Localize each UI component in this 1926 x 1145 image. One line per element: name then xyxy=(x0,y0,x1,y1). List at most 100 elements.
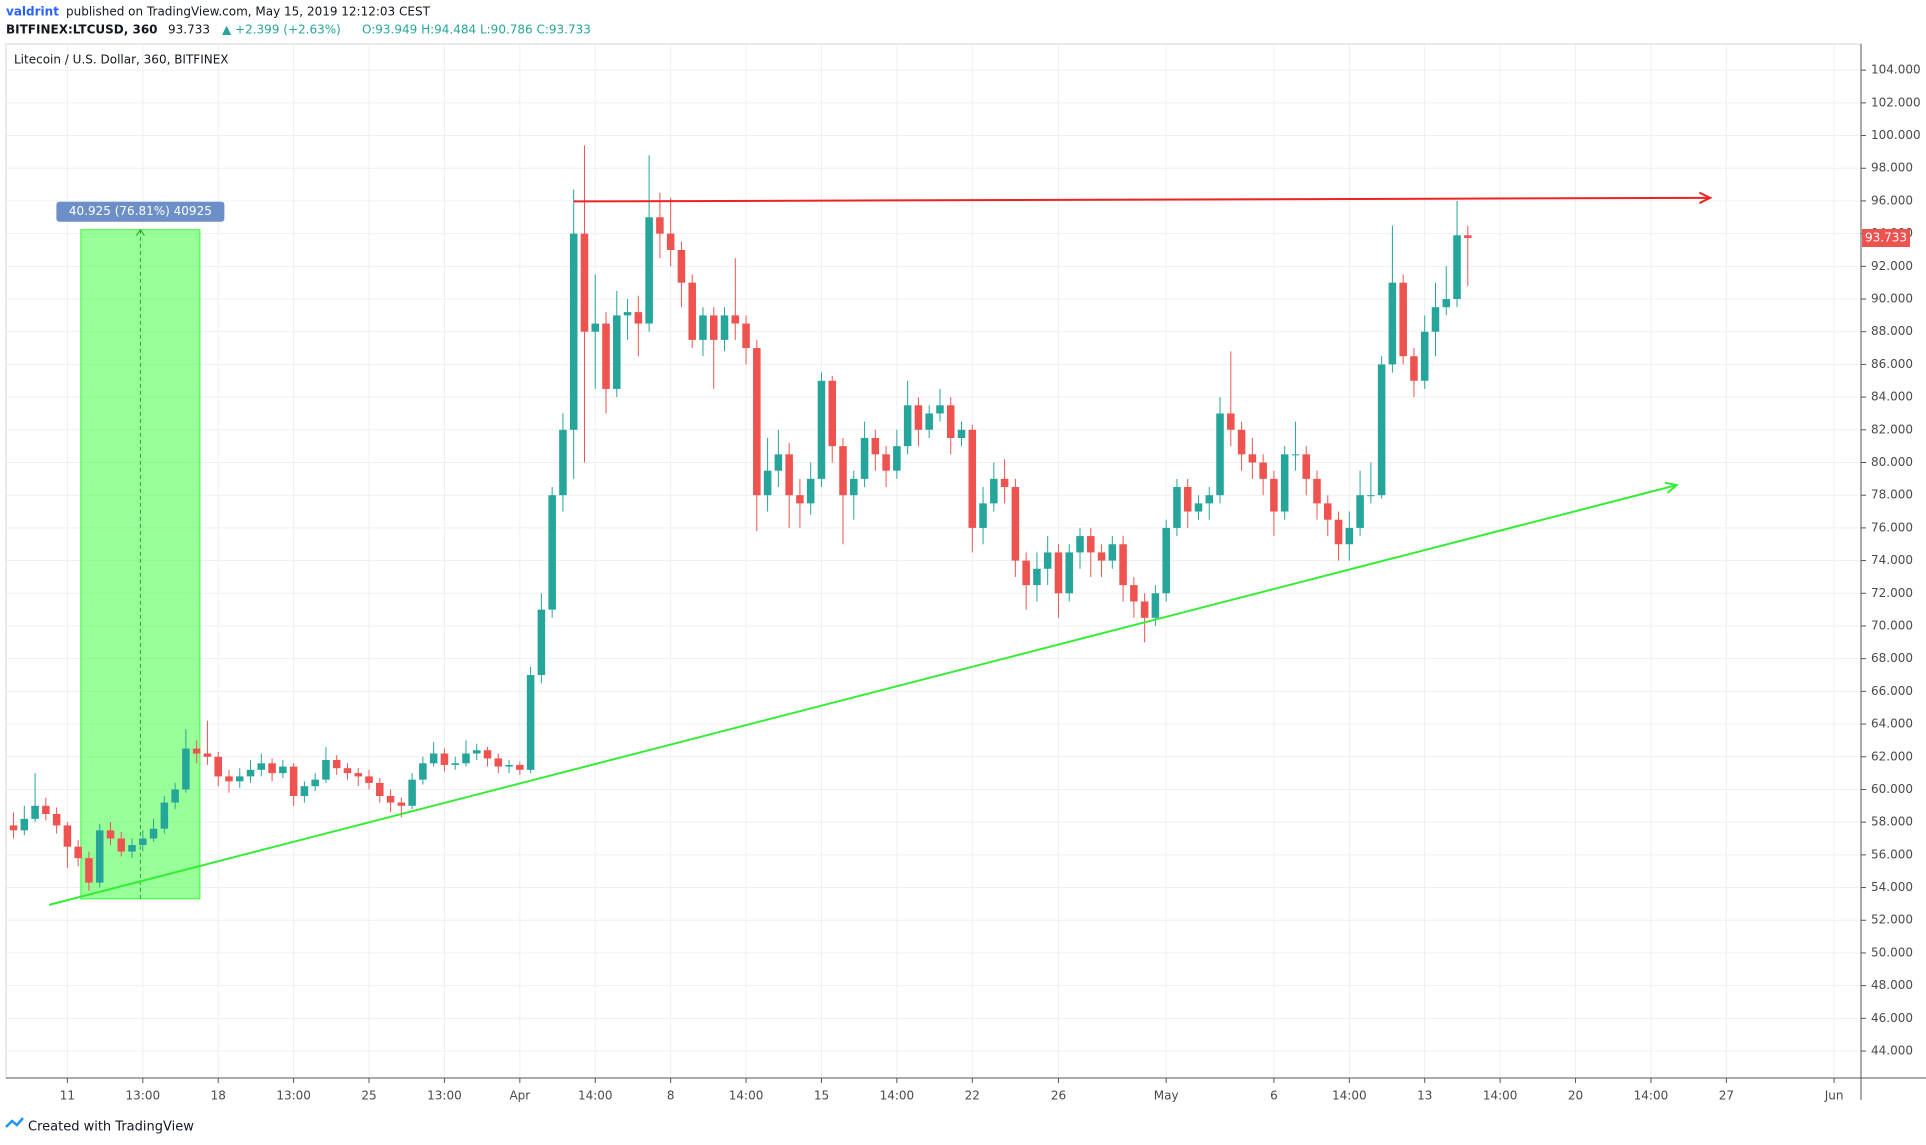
candle-body xyxy=(742,323,750,349)
candle-body xyxy=(1237,429,1246,455)
candle-body xyxy=(893,446,901,471)
candle-body xyxy=(1302,454,1310,479)
candle-body xyxy=(171,789,179,803)
candle-body xyxy=(569,233,578,430)
candle-body xyxy=(85,858,93,883)
candle-body xyxy=(440,753,449,765)
candle-body xyxy=(74,846,82,859)
candle-body xyxy=(268,763,276,774)
candle-body xyxy=(591,323,600,332)
candle-body xyxy=(52,813,61,826)
candle-body xyxy=(214,756,222,777)
x-tick-label: 14:00 xyxy=(1332,1089,1367,1103)
author[interactable]: valdrint xyxy=(6,5,59,19)
y-tick-label: 48.000 xyxy=(1871,978,1913,992)
chart-title: Litecoin / U.S. Dollar, 360, BITFINEX xyxy=(14,53,229,67)
y-tick-label: 96.000 xyxy=(1871,193,1913,207)
candle-body xyxy=(1356,495,1364,528)
candle-body xyxy=(1140,601,1149,618)
candle-body xyxy=(95,830,104,883)
y-tick-label: 50.000 xyxy=(1871,945,1913,959)
candle-body xyxy=(1388,282,1397,365)
y-tick-label: 66.000 xyxy=(1871,684,1913,698)
y-tick-label: 44.000 xyxy=(1871,1044,1913,1058)
candle-body xyxy=(1291,454,1300,456)
candle-body xyxy=(472,750,481,754)
x-tick-label: 15 xyxy=(814,1089,829,1103)
y-tick-label: 92.000 xyxy=(1871,259,1913,273)
candle-body xyxy=(1453,235,1461,300)
candle-body xyxy=(1162,527,1170,594)
candle-body xyxy=(257,763,266,770)
x-tick-label: 20 xyxy=(1568,1089,1583,1103)
candle-body xyxy=(957,429,966,438)
candle-body xyxy=(311,779,319,787)
candle-body xyxy=(1205,495,1214,504)
candle-body xyxy=(968,429,977,528)
candle-body xyxy=(106,830,115,839)
x-tick-label: 6 xyxy=(1270,1089,1278,1103)
x-tick-label: 14:00 xyxy=(880,1089,915,1103)
footer: Created with TradingView xyxy=(28,1120,194,1135)
candle-body xyxy=(860,437,869,479)
candle-body xyxy=(451,763,459,765)
x-tick-label: 8 xyxy=(667,1089,675,1103)
candle-body xyxy=(1054,552,1063,594)
candle-body xyxy=(1097,552,1106,561)
candle-body xyxy=(914,405,923,430)
candle-body xyxy=(1087,536,1095,553)
y-tick-label: 72.000 xyxy=(1871,586,1913,600)
candle-body xyxy=(139,838,147,846)
candle-body xyxy=(979,503,987,528)
candle-body xyxy=(1367,495,1375,497)
candle-body xyxy=(1420,331,1429,381)
published: published on TradingView.com, May 15, 20… xyxy=(66,5,431,19)
candle-body xyxy=(925,413,933,430)
x-tick-label: Jun xyxy=(1824,1089,1844,1103)
candle-body xyxy=(354,773,363,777)
candle-body xyxy=(365,776,373,783)
trendline xyxy=(48,484,1678,906)
candle-body xyxy=(149,828,158,839)
candle-body xyxy=(225,776,233,782)
candle-body xyxy=(1183,487,1192,512)
candle-body xyxy=(1216,413,1224,496)
x-tick-label: 22 xyxy=(965,1089,980,1103)
candle-body xyxy=(1334,519,1343,545)
header-change: ▲ +2.399 (+2.63%) xyxy=(222,23,341,37)
candle-body xyxy=(63,825,72,847)
candle-body xyxy=(300,786,309,796)
candle-body xyxy=(182,748,190,790)
candle-body xyxy=(117,838,126,852)
candle-body xyxy=(1464,235,1472,238)
candle-body xyxy=(246,769,255,777)
candle-body xyxy=(537,609,546,676)
candle-body xyxy=(42,805,50,814)
price-tag-label: 93.733 xyxy=(1865,230,1907,244)
candle-body xyxy=(828,380,837,447)
measure-label: 40.925 (76.81%) 40925 xyxy=(69,204,212,218)
x-tick-label: 13 xyxy=(1417,1089,1432,1103)
candle-body xyxy=(332,760,341,769)
candle-body xyxy=(656,217,664,234)
trendline xyxy=(573,196,1711,203)
candle-body xyxy=(763,470,772,496)
y-tick-label: 104.000 xyxy=(1871,63,1921,77)
candle-body xyxy=(1345,527,1354,545)
x-tick-label: 11 xyxy=(60,1089,75,1103)
grid xyxy=(6,44,1861,1078)
x-tick-label: 14:00 xyxy=(1634,1089,1669,1103)
candle-body xyxy=(839,446,847,496)
candle-body xyxy=(1280,454,1289,512)
candle-body xyxy=(289,766,298,796)
x-tick-label: 25 xyxy=(361,1089,376,1103)
candle-body xyxy=(990,478,998,504)
candle-body xyxy=(279,766,287,774)
candle-body xyxy=(516,764,524,770)
measure-label-box xyxy=(56,201,225,222)
candle-body xyxy=(128,845,136,852)
candle-body xyxy=(753,348,761,496)
y-tick-label: 60.000 xyxy=(1871,782,1913,796)
candle-body xyxy=(1270,478,1278,512)
candle-body xyxy=(192,748,201,754)
